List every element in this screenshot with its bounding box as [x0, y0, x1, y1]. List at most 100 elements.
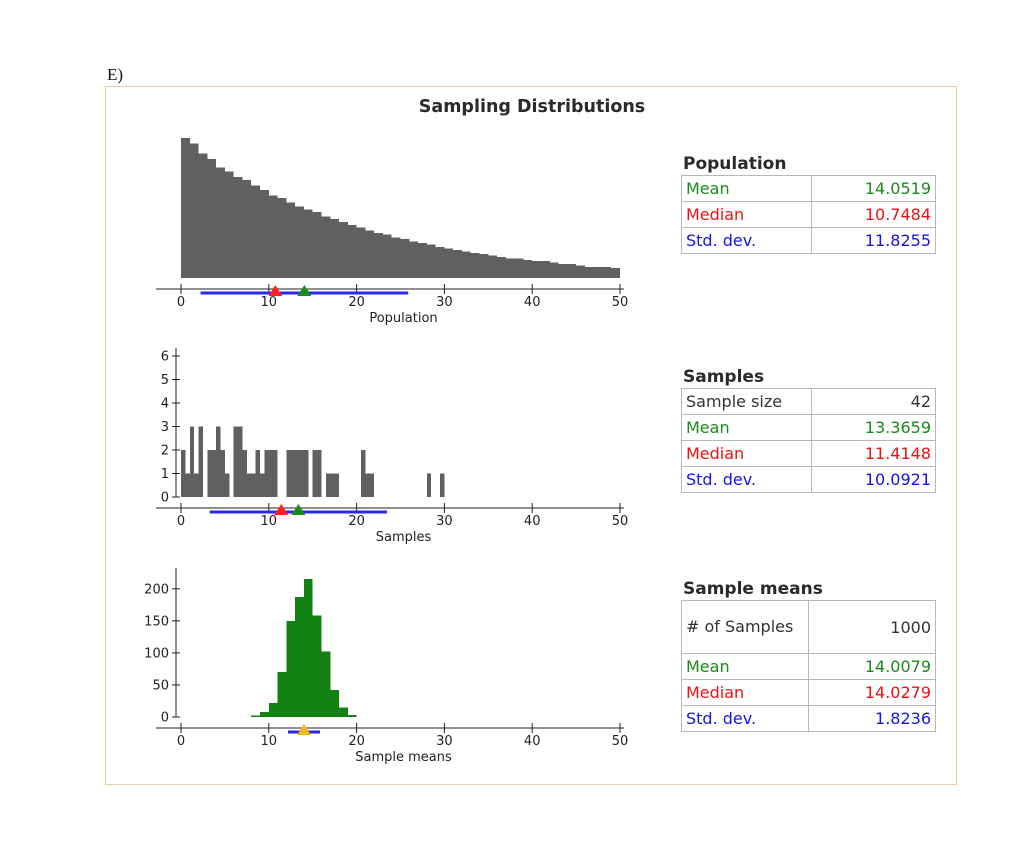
stat-label: Median: [681, 679, 809, 706]
population-table: Mean 14.0519 Median 10.7484 Std. dev. 11…: [681, 175, 936, 254]
y-tick-label: 5: [161, 373, 169, 388]
stat-value: 14.0519: [811, 175, 936, 202]
histogram-bar: [334, 473, 340, 497]
x-tick-label: 20: [348, 514, 365, 529]
histogram-bar: [185, 473, 190, 497]
mean-marker: [296, 724, 311, 735]
stat-row-median: Median 10.7484: [681, 201, 936, 228]
x-tick-label: 50: [612, 295, 629, 310]
histogram-bar: [198, 426, 203, 497]
histogram-bar: [303, 450, 309, 497]
histogram-bar: [260, 189, 269, 278]
histogram-bar: [549, 262, 559, 278]
histogram-bar: [277, 198, 287, 278]
histogram-bar: [312, 615, 322, 717]
population-heading: Population: [683, 154, 787, 174]
histogram-bar: [216, 167, 225, 278]
stat-label: Std. dev.: [681, 705, 809, 732]
population-stats: Population Mean 14.0519 Median 10.7484 S…: [681, 154, 936, 254]
stat-label: Median: [681, 201, 812, 228]
part-label: E): [107, 65, 124, 84]
sample-means-heading: Sample means: [683, 579, 823, 599]
histogram-bar: [440, 473, 445, 497]
histogram-bar: [576, 265, 585, 278]
histogram-bar: [181, 138, 190, 278]
samples-table: Sample size 42 Mean 13.3659 Median 11.41…: [681, 388, 936, 493]
histogram-bar: [347, 715, 357, 717]
histogram-bar: [207, 450, 212, 497]
x-tick-label: 30: [436, 734, 453, 749]
y-tick-label: 3: [161, 420, 169, 435]
y-tick-label: 200: [144, 582, 169, 597]
histogram-bar: [233, 177, 243, 278]
histogram-bar: [523, 259, 533, 278]
histogram-bar: [268, 702, 278, 717]
histogram-bar: [321, 216, 331, 278]
histogram-bar: [611, 268, 620, 278]
histogram-bar: [418, 243, 427, 278]
histogram-bar: [268, 450, 274, 497]
y-tick-label: 6: [161, 350, 169, 365]
histogram-bar: [295, 206, 304, 278]
histogram-bar: [330, 690, 340, 717]
stat-row-mean: Mean 13.3659: [681, 414, 936, 441]
histogram-bar: [238, 426, 243, 497]
histogram-bar: [479, 254, 489, 278]
histogram-bar: [317, 450, 322, 497]
x-tick-label: 30: [436, 295, 453, 310]
histogram-bar: [374, 233, 383, 278]
histogram-bar: [295, 450, 300, 497]
stat-row-mean: Mean 14.0079: [681, 653, 936, 680]
x-tick-label: 50: [612, 514, 629, 529]
histogram-bar: [242, 180, 252, 278]
histogram-bar: [189, 426, 195, 497]
y-tick-label: 1: [161, 467, 169, 482]
stat-value: 11.8255: [811, 227, 936, 254]
histogram-bar: [207, 159, 217, 278]
median-marker: [268, 285, 283, 296]
x-tick-label: 40: [524, 514, 541, 529]
histogram-bar: [461, 251, 471, 278]
y-tick-label: 150: [144, 614, 169, 629]
histogram-bar: [303, 579, 313, 717]
histogram-bar: [325, 473, 331, 497]
stat-value: 13.3659: [811, 414, 936, 441]
histogram-bar: [216, 426, 221, 497]
stat-row-std-dev: Std. dev. 11.8255: [681, 227, 936, 254]
x-axis-label: Population: [369, 311, 437, 326]
stat-row-sample-size: Sample size 42: [681, 388, 936, 415]
histogram-bar: [400, 238, 410, 278]
y-tick-label: 0: [161, 491, 169, 506]
histogram-bar: [264, 450, 269, 497]
histogram-bar: [224, 171, 234, 278]
stat-row-std-dev: Std. dev. 1.8236: [681, 705, 936, 732]
histogram-bar: [339, 222, 348, 278]
histogram-bar: [255, 450, 261, 497]
histogram-bar: [260, 473, 265, 497]
y-tick-label: 50: [152, 678, 169, 693]
panel-title: Sampling Distributions: [418, 97, 646, 117]
histogram-bar: [369, 473, 375, 497]
x-tick-label: 10: [261, 295, 278, 310]
histogram-bar: [242, 450, 247, 497]
y-tick-label: 4: [161, 397, 169, 412]
histogram-bar: [426, 244, 436, 278]
histogram-bar: [453, 250, 462, 278]
y-tick-label: 2: [161, 444, 169, 459]
x-tick-label: 50: [612, 734, 629, 749]
x-tick-label: 10: [261, 734, 278, 749]
sampling-panel: Sampling Distributions 0 10 20 30 40 50 Popula…: [105, 86, 957, 785]
histogram-bar: [391, 237, 401, 278]
histogram-bar: [347, 224, 357, 278]
y-tick-label: 100: [144, 646, 169, 661]
stat-label: Mean: [681, 653, 809, 680]
histogram-bar: [567, 264, 577, 278]
histogram-bar: [365, 473, 370, 497]
histogram-bar: [505, 258, 515, 278]
histogram-bar: [290, 450, 296, 497]
histogram-bar: [286, 620, 296, 717]
histogram-bar: [233, 426, 239, 497]
samples-heading: Samples: [683, 367, 765, 387]
histogram-bar: [211, 450, 217, 497]
